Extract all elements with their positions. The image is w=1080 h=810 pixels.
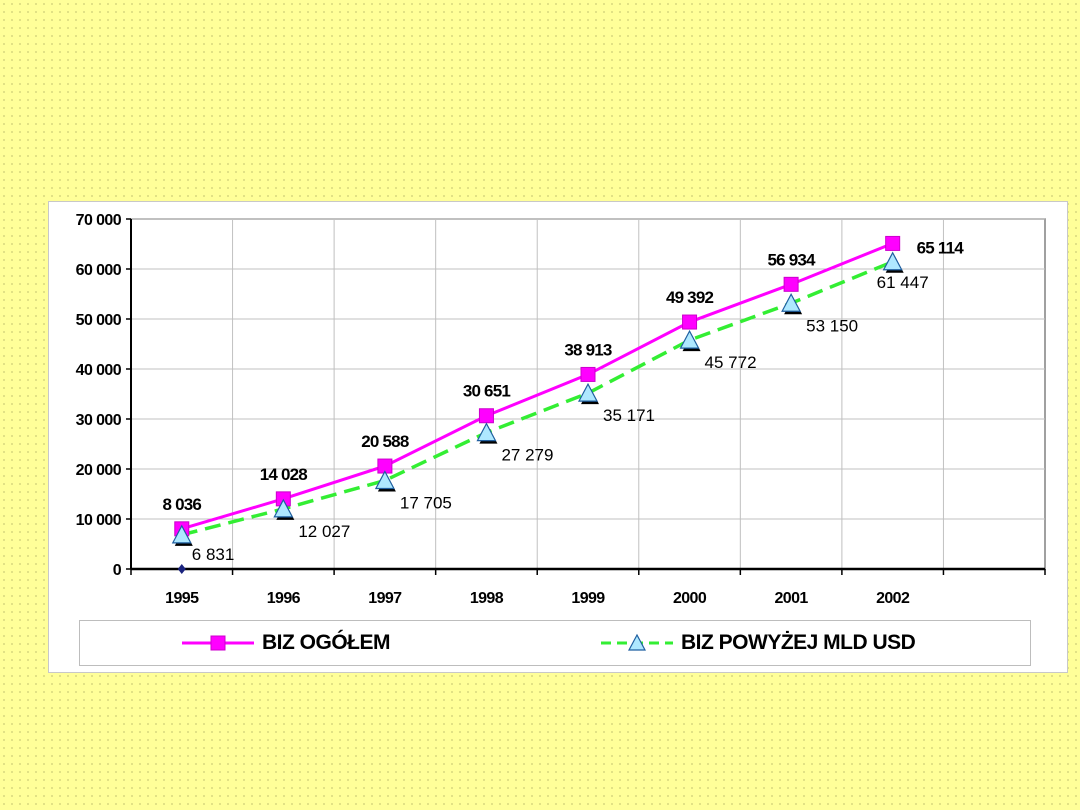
- point-total: [783, 276, 799, 292]
- series-line-over-billion: [181, 260, 894, 537]
- data-labels: 8 036 14 028 20 588 30 651 38 913 49 392 56 93…: [163, 238, 966, 564]
- x-tick-label: 1999: [571, 590, 605, 607]
- y-tick-label: 60 000: [76, 262, 122, 279]
- x-tick-label: 2001: [775, 590, 809, 607]
- legend-label-over-billion: BIZ POWYŻEJ MLD USD: [681, 631, 916, 654]
- point-total: [885, 235, 901, 251]
- data-label-over-billion: 53 150: [806, 316, 858, 335]
- legend-item-over-billion: BIZ POWYŻEJ MLD USD: [601, 621, 916, 665]
- data-label-total: 49 392: [666, 288, 714, 307]
- x-tick-label: 2000: [673, 590, 707, 607]
- series-line-total: [181, 242, 894, 531]
- legend-item-total: BIZ OGÓŁEM: [182, 621, 391, 665]
- point-over-billion: [781, 292, 802, 312]
- data-label-total: 14 028: [260, 465, 308, 484]
- data-label-over-billion: 17 705: [400, 493, 452, 512]
- point-total: [580, 366, 596, 382]
- y-tick-label: 20 000: [76, 462, 122, 479]
- line-chart: 0 10 000 20 000 30 000 40 000 50 000 60 000 70 …: [76, 212, 1046, 607]
- data-label-over-billion: 61 447: [877, 273, 929, 292]
- y-tick-label: 50 000: [76, 312, 122, 329]
- point-over-billion: [171, 524, 192, 544]
- x-tick-label: 2002: [876, 590, 910, 607]
- y-tick-label: 30 000: [76, 412, 122, 429]
- data-label-total: 20 588: [361, 432, 409, 451]
- legend: BIZ OGÓŁEM BIZ POWYŻEJ MLD USD: [79, 620, 1031, 666]
- data-label-total: 8 036: [163, 495, 202, 514]
- chart-panel: 0 10 000 20 000 30 000 40 000 50 000 60 000 70 …: [48, 201, 1068, 673]
- data-label-total: 56 934: [768, 250, 817, 269]
- y-tick-label: 40 000: [76, 362, 122, 379]
- point-over-billion: [374, 470, 395, 490]
- data-label-over-billion: 27 279: [501, 446, 553, 465]
- data-label-total: 38 913: [564, 340, 612, 359]
- y-tick-label: 10 000: [76, 512, 122, 529]
- point-total: [682, 314, 698, 330]
- data-label-over-billion: 35 171: [603, 406, 655, 425]
- x-tick-label: 1996: [267, 590, 301, 607]
- data-label-over-billion: 12 027: [298, 522, 350, 541]
- point-over-billion: [679, 329, 700, 349]
- origin-diamond-icon: [177, 564, 186, 574]
- y-tick-label: 70 000: [76, 212, 122, 229]
- point-over-billion: [578, 382, 598, 402]
- point-over-billion: [882, 251, 903, 271]
- data-label-over-billion: 45 772: [705, 353, 757, 372]
- point-over-billion: [273, 498, 294, 518]
- legend-swatch-triangle-icon: [601, 633, 673, 651]
- point-over-billion: [476, 422, 497, 442]
- data-label-total: 30 651: [463, 382, 511, 401]
- point-total: [478, 408, 494, 424]
- data-label-over-billion: 6 831: [192, 545, 235, 564]
- x-tick-label: 1998: [470, 590, 504, 607]
- legend-swatch-square-icon: [182, 635, 254, 651]
- x-tick-label: 1997: [368, 590, 402, 607]
- axes: 0 10 000 20 000 30 000 40 000 50 000 60 000 70 …: [76, 212, 1046, 607]
- y-tick-label: 0: [113, 562, 122, 579]
- legend-label-total: BIZ OGÓŁEM: [262, 631, 391, 654]
- series: [171, 235, 904, 546]
- data-label-total: 65 114: [917, 238, 965, 257]
- x-tick-label: 1995: [165, 590, 199, 607]
